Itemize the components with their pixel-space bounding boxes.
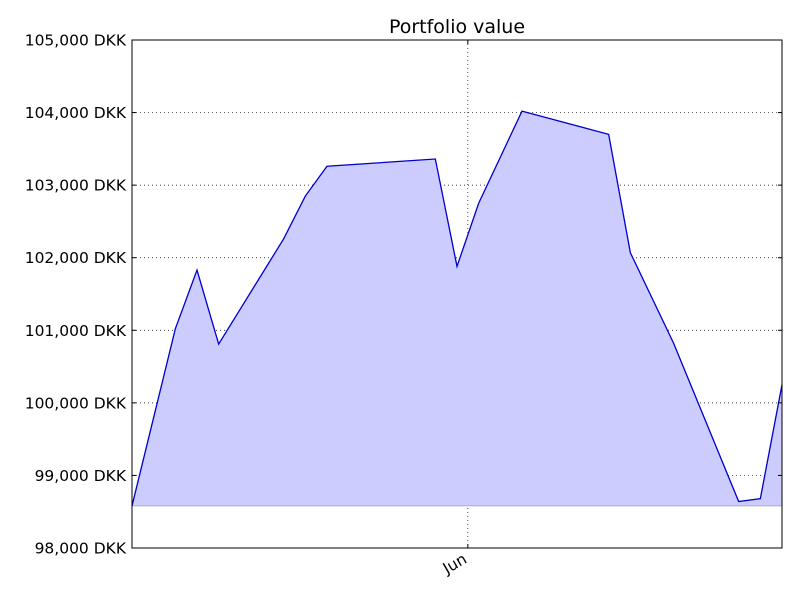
chart-title: Portfolio value — [389, 16, 525, 38]
y-tick-label: 103,000 DKK — [25, 177, 127, 195]
y-tick-label: 99,000 DKK — [35, 467, 127, 485]
y-tick-label: 101,000 DKK — [25, 322, 127, 340]
axis-ticks — [132, 39, 782, 549]
y-tick-label: 102,000 DKK — [25, 249, 127, 267]
area-fill-layer — [131, 110, 783, 507]
series-line — [131, 110, 783, 507]
series-line-layer — [131, 110, 783, 507]
x-tick-label: Jun — [439, 550, 470, 578]
series-area — [131, 110, 783, 507]
y-tick-label: 100,000 DKK — [25, 394, 127, 412]
y-tick-label: 105,000 DKK — [25, 32, 127, 50]
y-tick-label: 98,000 DKK — [35, 540, 127, 558]
y-tick-label: 104,000 DKK — [25, 104, 127, 122]
plot-frame — [131, 39, 783, 549]
x-tick-labels: Jun — [439, 550, 470, 578]
y-tick-labels: 98,000 DKK 99,000 DKK 100,000 DKK 101,000 D… — [25, 32, 127, 558]
